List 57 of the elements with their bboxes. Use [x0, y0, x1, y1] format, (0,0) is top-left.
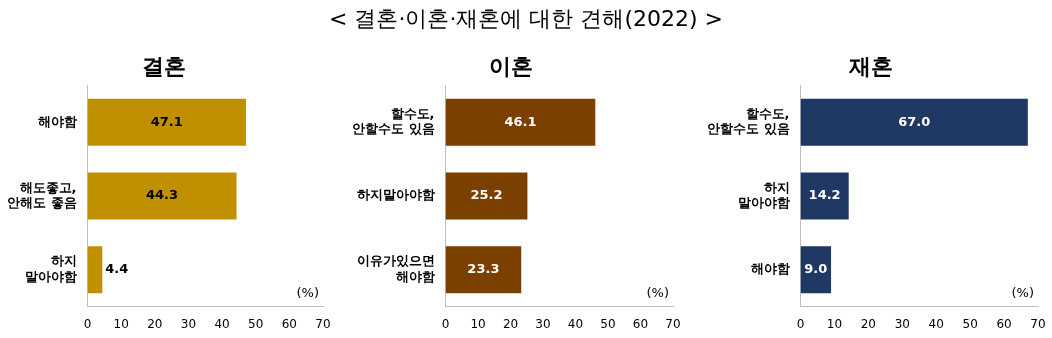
annotation: (%): [1011, 285, 1034, 301]
x-tick-label: 50: [962, 316, 978, 331]
x-tick-label: 60: [996, 316, 1012, 331]
bar: [800, 172, 849, 220]
bar: [445, 98, 596, 146]
text: < 결혼·이혼·재혼에 대한 견해(2022) >: [328, 5, 724, 33]
y-tick-label: 해야함: [750, 261, 790, 277]
data-label: 25.2: [470, 187, 503, 203]
x-tick-label: 60: [632, 316, 649, 331]
chart-title: 재혼: [848, 53, 893, 79]
bar: [445, 246, 522, 294]
x-tick-label: 50: [600, 316, 616, 331]
x-tick-label: 40: [567, 316, 584, 331]
y-tick-label: 해도좋고, 안해도 좋음: [6, 179, 77, 211]
y-tick-label: 할수도, 안할수도 있음: [351, 105, 435, 137]
x-tick-label: 20: [860, 316, 877, 331]
bar: [445, 172, 528, 220]
y-tick-label: 하지말아야함: [356, 187, 435, 203]
x-tick-label: 20: [502, 316, 519, 331]
data-label: 9.0: [804, 261, 828, 277]
y-tick-label: 하지 말아야함: [737, 179, 790, 211]
data-label: 67.0: [898, 113, 931, 129]
bar: [87, 98, 246, 146]
x-tick-label: 10: [470, 316, 486, 331]
x-tick-label: 40: [214, 316, 230, 331]
x-tick-label: 10: [826, 316, 843, 331]
x-tick-label: 0: [796, 316, 805, 331]
y-tick-label: 하지 말아야함: [24, 253, 77, 284]
x-tick-label: 30: [180, 316, 197, 331]
annotation: (%): [646, 285, 669, 301]
bar: [87, 246, 103, 294]
data-label: 44.3: [146, 187, 179, 203]
bar: [87, 172, 237, 220]
x-tick-label: 20: [147, 316, 163, 331]
chart-title: 이혼: [489, 53, 533, 79]
y-tick-label: 이유가있으면 해야함: [356, 253, 435, 284]
x-tick-label: 60: [281, 316, 297, 331]
x-tick-label: 40: [928, 316, 944, 331]
data-label: 14.2: [808, 187, 841, 203]
data-label: 4.4: [105, 261, 129, 277]
bar: [800, 98, 1028, 146]
y-tick-label: 할수도, 안할수도 있음: [706, 105, 790, 137]
y-tick-label: 해야함: [37, 113, 77, 129]
annotation: (%): [296, 285, 319, 301]
data-label: 23.3: [467, 261, 500, 277]
x-tick-label: 0: [441, 316, 450, 331]
data-label: 46.1: [504, 113, 537, 129]
x-tick-label: 0: [83, 316, 92, 331]
x-tick-label: 50: [248, 316, 264, 331]
x-tick-label: 70: [1030, 316, 1046, 331]
x-tick-label: 30: [535, 316, 551, 331]
x-tick-label: 70: [315, 316, 331, 331]
chart-title: 결혼: [141, 53, 186, 79]
x-tick-label: 70: [665, 316, 681, 331]
x-tick-label: 10: [113, 316, 129, 331]
data-label: 47.1: [150, 113, 183, 129]
x-tick-label: 30: [894, 316, 910, 331]
